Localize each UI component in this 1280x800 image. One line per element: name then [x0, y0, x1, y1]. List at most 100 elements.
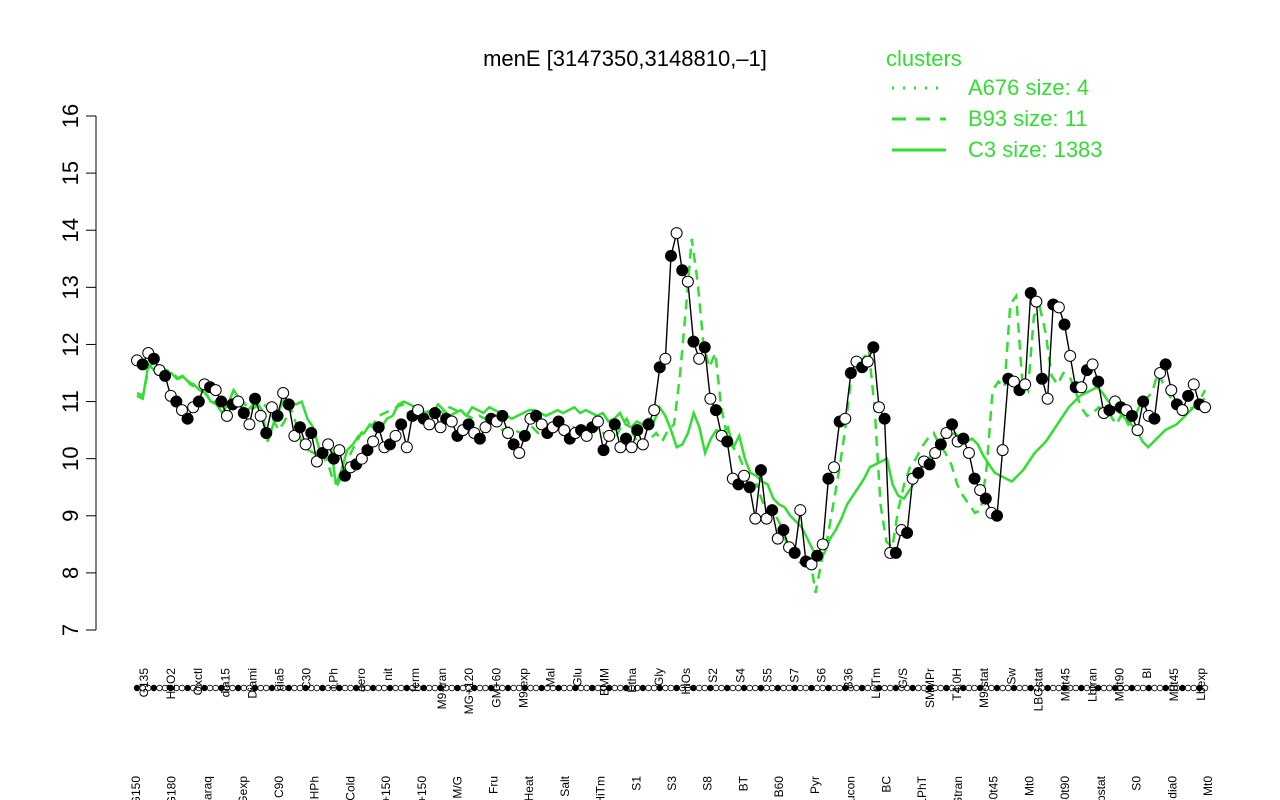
legend-label: C3 size: 1383	[968, 137, 1103, 162]
x-tick-label: GM+150	[379, 776, 393, 800]
data-point	[507, 438, 520, 451]
x-tick-dot	[1072, 684, 1079, 692]
x-tick-dot	[729, 684, 737, 692]
x-tick-dot	[1100, 684, 1108, 692]
x-tick-dot	[858, 684, 866, 692]
data-point	[996, 444, 1009, 457]
x-tick-dot	[504, 684, 512, 692]
x-tick-label: M40t90	[1058, 776, 1072, 800]
x-tick-label: Fru	[486, 776, 500, 794]
x-tick-dot	[813, 684, 821, 692]
x-tick-label: LoTm	[869, 668, 883, 699]
x-tick-dot	[561, 684, 568, 692]
x-tick-dot	[392, 684, 399, 692]
legend-label: A676 size: 4	[968, 75, 1089, 100]
x-tick-label: M9-tran	[435, 668, 449, 709]
data-point	[979, 492, 992, 505]
data-point	[912, 466, 925, 479]
data-point	[861, 355, 874, 368]
x-tick-dot	[993, 684, 1001, 692]
data-point	[811, 549, 824, 562]
data-point	[721, 435, 734, 448]
data-point	[1035, 372, 1048, 385]
data-point	[1041, 392, 1054, 405]
data-point	[1024, 287, 1037, 300]
x-tick-label: Cold	[343, 776, 357, 800]
x-tick-dot	[718, 684, 725, 692]
x-axis: G135 H2O2 Oxctl dia15 Diami dia5 C30 LPh aero nit…	[129, 667, 1215, 800]
x-tick-label: B60	[772, 776, 786, 798]
x-tick-label: LPhT	[915, 775, 929, 800]
x-tick-dot	[808, 684, 815, 692]
data-point	[209, 384, 222, 397]
data-point	[940, 426, 953, 439]
plot-box	[96, 116, 1214, 630]
data-points	[131, 227, 1211, 571]
x-tick-label: M9-stat	[977, 667, 991, 708]
y-tick-label: 16	[58, 104, 83, 128]
x-tick-label: MG+150	[415, 776, 429, 800]
data-point	[1187, 378, 1200, 391]
x-tick-label: SMMPr	[923, 668, 937, 708]
data-point	[732, 478, 745, 491]
data-point	[310, 455, 323, 468]
data-point	[743, 481, 756, 494]
legend-title: clusters	[886, 46, 962, 71]
y-tick-label: 7	[58, 624, 83, 636]
x-tick-dot	[476, 684, 484, 692]
x-tick-dot	[532, 684, 540, 692]
data-point	[777, 524, 790, 537]
data-point	[580, 429, 593, 442]
y-tick-label: 13	[58, 275, 83, 299]
x-tick-label: M9-exp	[516, 668, 530, 708]
data-point	[889, 546, 902, 559]
data-point	[1159, 358, 1172, 371]
data-point	[232, 395, 245, 408]
x-tick-dot	[263, 684, 270, 692]
data-point	[260, 426, 273, 439]
x-tick-label: G135	[137, 668, 151, 698]
x-tick-dot	[701, 684, 708, 692]
data-point	[625, 441, 638, 454]
x-tick-dot	[397, 684, 405, 692]
data-point	[1154, 367, 1167, 379]
y-tick-group: 7 8 9 10 11 12 13 14 15 16	[58, 104, 96, 636]
data-point	[681, 275, 694, 288]
data-point	[333, 444, 346, 457]
x-tick-dot	[375, 684, 382, 692]
x-tick-dot	[1156, 684, 1164, 692]
data-point	[760, 512, 773, 525]
data-point	[1137, 395, 1150, 408]
y-tick-label: 12	[58, 332, 83, 356]
data-point	[872, 401, 885, 414]
x-tick-dot	[965, 684, 973, 692]
x-tick-label: Oxctl	[191, 668, 205, 695]
x-tick-dot	[830, 684, 838, 692]
x-tick-dot	[909, 684, 916, 692]
x-tick-dot	[1201, 684, 1209, 692]
data-point	[473, 432, 486, 445]
x-tick-dot	[1078, 684, 1085, 692]
data-point	[974, 484, 987, 497]
data-point	[631, 424, 644, 437]
data-point	[1058, 318, 1071, 331]
data-point	[243, 418, 256, 431]
data-point	[1019, 378, 1032, 391]
x-tick-dot	[369, 684, 377, 692]
x-tick-dot	[735, 684, 742, 692]
x-tick-label: T4.0H	[950, 668, 964, 701]
data-point	[192, 395, 205, 408]
data-point	[338, 469, 351, 482]
data-point	[816, 538, 829, 551]
x-tick-label: Mt0	[1022, 776, 1036, 796]
x-tick-dot	[381, 684, 388, 692]
x-tick-label: Mal	[544, 668, 558, 687]
data-point	[1086, 358, 1099, 371]
data-point	[1182, 389, 1195, 402]
data-point	[687, 335, 700, 348]
x-tick-label: C90	[272, 776, 286, 798]
data-point	[771, 532, 784, 545]
x-tick-dot	[825, 684, 832, 692]
data-point	[738, 469, 751, 482]
x-tick-dot	[887, 684, 894, 692]
